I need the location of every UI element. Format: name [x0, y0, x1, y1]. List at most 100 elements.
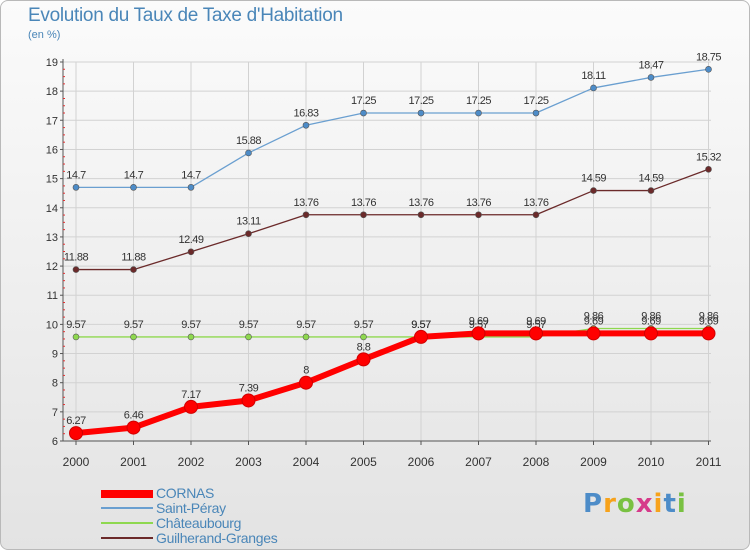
data-point — [471, 326, 486, 341]
proxiti-logo: Proxiti — [583, 489, 687, 519]
x-tick-label: 2003 — [235, 455, 262, 469]
data-point — [356, 352, 371, 367]
data-point — [647, 187, 655, 194]
data-point — [529, 326, 543, 341]
data-point — [245, 149, 252, 157]
data-point — [187, 248, 195, 256]
x-tick-label: 2008 — [523, 455, 550, 469]
data-label: 15.88 — [236, 135, 261, 147]
data-label: 13.76 — [523, 197, 548, 209]
data-label: 8 — [303, 365, 309, 377]
y-tick-label: 12 — [46, 261, 58, 273]
data-label: 18.75 — [696, 51, 721, 63]
data-label: 14.7 — [124, 169, 144, 181]
data-label: 7.17 — [181, 389, 201, 401]
data-label: 9.57 — [181, 319, 201, 331]
data-point — [360, 211, 367, 219]
y-tick-label: 17 — [46, 115, 58, 127]
data-label: 9.86 — [699, 310, 719, 322]
logo-letter: o — [616, 489, 636, 519]
data-point — [705, 165, 712, 173]
data-point — [475, 109, 482, 117]
data-label: 9.57 — [296, 319, 316, 331]
data-label: 9.57 — [411, 319, 431, 331]
data-point — [72, 184, 80, 191]
data-label: 13.76 — [293, 197, 318, 209]
data-label: 9.57 — [239, 319, 259, 331]
legend-label: Saint-Péray — [156, 500, 226, 516]
data-point — [417, 109, 425, 117]
data-point — [644, 326, 658, 341]
y-tick-label: 15 — [46, 174, 58, 186]
data-label: 14.7 — [66, 169, 86, 181]
data-point — [417, 211, 425, 219]
data-label: 9.57 — [526, 319, 546, 331]
data-point — [72, 333, 80, 341]
x-tick-label: 2006 — [408, 455, 435, 469]
data-label: 18.47 — [638, 59, 663, 71]
x-tick-label: 2009 — [580, 455, 607, 469]
legend-swatch — [101, 522, 153, 524]
y-tick-label: 8 — [52, 378, 58, 390]
data-point — [241, 393, 256, 408]
data-label: 6.46 — [124, 410, 144, 422]
logo-letter: P — [583, 489, 604, 519]
data-point — [72, 266, 80, 273]
data-label: 6.27 — [66, 415, 86, 427]
y-tick-label: 19 — [46, 57, 58, 69]
data-point — [701, 326, 716, 341]
legend-swatch — [101, 537, 153, 539]
data-point — [532, 211, 540, 219]
x-tick-label: 2002 — [178, 455, 205, 469]
data-point — [360, 109, 367, 117]
data-point — [302, 211, 310, 219]
data-point — [590, 84, 597, 92]
data-label: 16.83 — [293, 107, 318, 119]
data-point — [245, 333, 252, 341]
data-label: 9.86 — [641, 310, 661, 322]
data-label: 17.25 — [351, 95, 376, 107]
data-label: 9.57 — [124, 319, 144, 331]
data-point — [302, 333, 310, 341]
legend-swatch — [101, 490, 153, 498]
data-label: 18.11 — [581, 70, 606, 82]
data-point — [130, 184, 137, 191]
y-tick-label: 14 — [46, 203, 58, 215]
data-point — [245, 230, 252, 238]
y-tick-label: 7 — [52, 407, 58, 419]
data-point — [302, 121, 310, 129]
data-label: 13.76 — [466, 197, 491, 209]
legend-label: Châteaubourg — [156, 515, 242, 531]
data-label: 13.76 — [408, 197, 433, 209]
x-tick-label: 2007 — [465, 455, 492, 469]
data-label: 13.11 — [236, 216, 261, 228]
y-tick-label: 9 — [52, 349, 58, 361]
x-tick-label: 2001 — [120, 455, 147, 469]
data-point — [532, 109, 540, 117]
data-label: 9.69 — [469, 315, 489, 327]
data-point — [126, 420, 141, 435]
legend-label: CORNAS — [156, 485, 215, 501]
data-point — [414, 329, 428, 344]
logo-letter: r — [603, 489, 617, 519]
data-label: 9.69 — [699, 315, 719, 327]
data-point — [647, 74, 655, 81]
data-point — [187, 333, 195, 341]
data-label: 9.69 — [584, 315, 604, 327]
data-point — [69, 426, 83, 441]
data-label: 9.57 — [411, 319, 431, 331]
x-tick-label: 2005 — [350, 455, 377, 469]
data-label: 14.59 — [581, 173, 606, 185]
logo-letter: i — [676, 489, 687, 519]
data-point — [586, 326, 601, 341]
data-label: 11.88 — [64, 252, 89, 264]
data-label: 9.57 — [469, 319, 489, 331]
legend-swatch — [101, 507, 153, 509]
data-point — [130, 266, 137, 273]
data-label: 9.57 — [354, 319, 374, 331]
data-point — [187, 184, 195, 191]
data-label: 9.86 — [584, 310, 604, 322]
data-point — [705, 65, 712, 73]
